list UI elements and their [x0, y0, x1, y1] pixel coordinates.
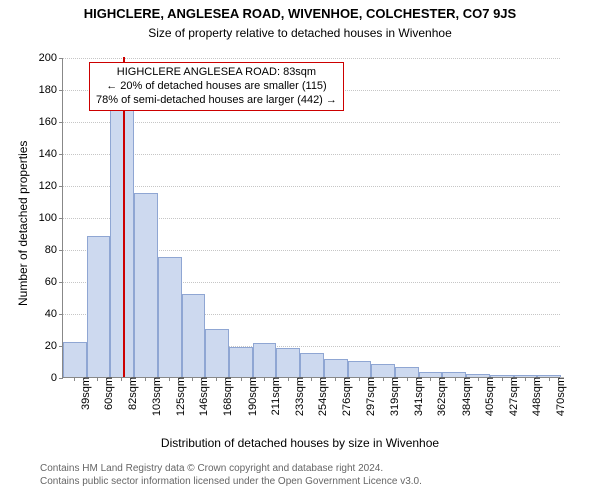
footer-line-1: Contains HM Land Registry data © Crown c… — [40, 462, 422, 475]
histogram-bar — [205, 329, 229, 377]
x-tick-label: 297sqm — [363, 377, 377, 416]
x-tick-label: 168sqm — [220, 377, 234, 416]
histogram-bar — [182, 294, 206, 377]
x-tick-label: 341sqm — [411, 377, 425, 416]
chart-container: HIGHCLERE, ANGLESEA ROAD, WIVENHOE, COLC… — [0, 0, 600, 500]
y-tick-label: 140 — [39, 148, 63, 160]
x-tick-mark — [97, 377, 98, 381]
x-tick-mark — [455, 377, 456, 381]
x-tick-label: 276sqm — [339, 377, 353, 416]
histogram-bar — [134, 193, 158, 377]
histogram-bar — [87, 236, 111, 377]
y-tick-label: 60 — [45, 276, 63, 288]
y-axis-label: Number of detached properties — [16, 141, 30, 306]
y-tick-label: 160 — [39, 116, 63, 128]
x-tick-mark — [169, 377, 170, 381]
x-tick-mark — [145, 377, 146, 381]
gridline — [63, 58, 560, 59]
x-tick-mark — [311, 377, 312, 381]
chart-subtitle: Size of property relative to detached ho… — [0, 26, 600, 40]
x-tick-label: 125sqm — [173, 377, 187, 416]
x-tick-mark — [430, 377, 431, 381]
histogram-bar — [300, 353, 324, 377]
x-tick-mark — [288, 377, 289, 381]
x-tick-label: 190sqm — [245, 377, 259, 416]
x-tick-mark — [407, 377, 408, 381]
x-axis-label: Distribution of detached houses by size … — [0, 436, 600, 450]
histogram-bar — [371, 364, 395, 377]
x-tick-mark — [359, 377, 360, 381]
histogram-bar — [253, 343, 277, 377]
histogram-bar — [276, 348, 300, 377]
y-tick-label: 40 — [45, 308, 63, 320]
x-tick-label: 427sqm — [506, 377, 520, 416]
x-tick-mark — [264, 377, 265, 381]
y-tick-label: 200 — [39, 52, 63, 64]
footer-attribution: Contains HM Land Registry data © Crown c… — [40, 462, 422, 488]
x-tick-mark — [478, 377, 479, 381]
x-tick-label: 103sqm — [149, 377, 163, 416]
annotation-line1: HIGHCLERE ANGLESEA ROAD: 83sqm — [96, 66, 337, 80]
histogram-bar — [395, 367, 419, 377]
footer-line-2: Contains public sector information licen… — [40, 475, 422, 488]
y-tick-label: 20 — [45, 340, 63, 352]
x-tick-label: 384sqm — [459, 377, 473, 416]
gridline — [63, 186, 560, 187]
x-tick-label: 405sqm — [482, 377, 496, 416]
x-tick-mark — [335, 377, 336, 381]
histogram-bar — [324, 359, 348, 377]
y-tick-label: 120 — [39, 180, 63, 192]
x-tick-label: 82sqm — [125, 377, 139, 410]
x-tick-label: 146sqm — [196, 377, 210, 416]
x-tick-label: 39sqm — [78, 377, 92, 410]
x-tick-label: 233sqm — [292, 377, 306, 416]
histogram-bar — [348, 361, 372, 377]
annotation-line2: ← 20% of detached houses are smaller (11… — [96, 80, 337, 94]
histogram-bar — [229, 347, 253, 377]
y-tick-label: 100 — [39, 212, 63, 224]
y-tick-label: 80 — [45, 244, 63, 256]
chart-title: HIGHCLERE, ANGLESEA ROAD, WIVENHOE, COLC… — [0, 6, 600, 21]
x-tick-mark — [74, 377, 75, 381]
x-tick-mark — [121, 377, 122, 381]
gridline — [63, 122, 560, 123]
histogram-bar — [63, 342, 87, 377]
x-tick-mark — [549, 377, 550, 381]
annotation-line3: 78% of semi-detached houses are larger (… — [96, 94, 337, 108]
annotation-box: HIGHCLERE ANGLESEA ROAD: 83sqm← 20% of d… — [89, 62, 344, 111]
x-tick-label: 448sqm — [529, 377, 543, 416]
x-tick-mark — [241, 377, 242, 381]
x-tick-label: 211sqm — [268, 377, 282, 415]
x-tick-label: 254sqm — [315, 377, 329, 416]
plot-area: 02040608010012014016018020039sqm60sqm82s… — [62, 58, 560, 378]
x-tick-mark — [216, 377, 217, 381]
x-tick-mark — [192, 377, 193, 381]
x-tick-label: 60sqm — [101, 377, 115, 410]
x-tick-mark — [525, 377, 526, 381]
gridline — [63, 154, 560, 155]
x-tick-label: 362sqm — [434, 377, 448, 416]
x-tick-label: 470sqm — [553, 377, 567, 416]
x-tick-mark — [383, 377, 384, 381]
y-tick-label: 180 — [39, 84, 63, 96]
histogram-bar — [158, 257, 182, 377]
y-tick-label: 0 — [51, 372, 63, 384]
x-tick-label: 319sqm — [387, 377, 401, 416]
x-tick-mark — [502, 377, 503, 381]
